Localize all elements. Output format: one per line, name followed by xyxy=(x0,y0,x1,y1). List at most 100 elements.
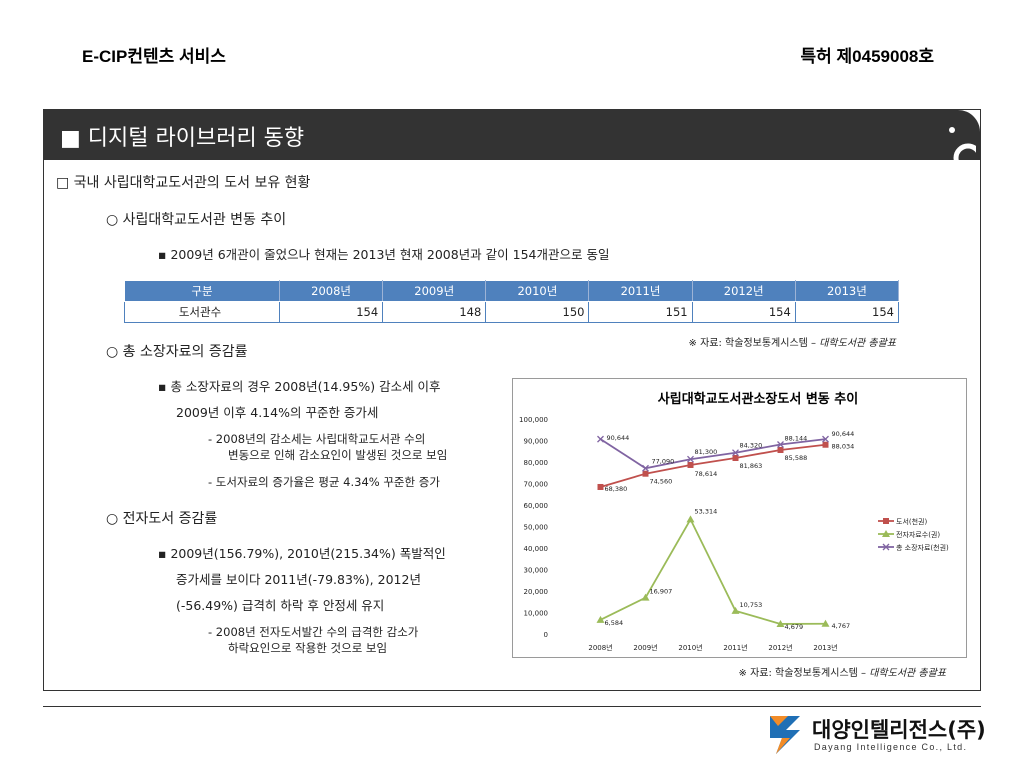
data-point-triangle xyxy=(776,619,785,627)
chart-title: 사립대학교도서관소장도서 변동 추이 xyxy=(658,391,858,407)
detail-ebook-line1: - 2008년 전자도서발간 수의 급격한 감소가 xyxy=(208,625,419,639)
data-point-square xyxy=(822,441,829,448)
data-point-square xyxy=(597,483,604,490)
chart-svg: 사립대학교도서관소장도서 변동 추이 0 10,000 20,000 30,000 40,… xyxy=(519,391,949,652)
legend-marker xyxy=(882,543,890,551)
data-point-x xyxy=(732,449,739,457)
y-tick-label: 60,000 xyxy=(524,502,549,510)
data-label: 53,314 xyxy=(695,507,718,515)
source-italic: 대학도서관 총괄표 xyxy=(819,338,896,349)
y-tick-label: 100,000 xyxy=(519,416,548,424)
table-cell: 도서관수 xyxy=(124,301,280,323)
y-tick-label: 70,000 xyxy=(524,481,549,489)
table-cell: 154 xyxy=(794,301,900,323)
x-tick-label: 2012년 xyxy=(768,643,792,652)
holdings-chart: 사립대학교도서관소장도서 변동 추이 0 10,000 20,000 30,000 40,… xyxy=(512,378,967,658)
y-tick-label: 50,000 xyxy=(524,524,549,532)
data-label: 81,300 xyxy=(695,448,718,456)
data-label: 68,380 xyxy=(605,485,628,493)
data-label: 16,907 xyxy=(650,588,673,596)
table-cell: 150 xyxy=(485,301,590,323)
x-tick-label: 2013년 xyxy=(813,643,837,652)
table-cell: 154 xyxy=(278,301,384,323)
x-tick-label: 2011년 xyxy=(723,643,747,652)
data-point-x xyxy=(687,455,694,463)
data-point-x xyxy=(642,464,649,472)
table-cell: 151 xyxy=(588,301,693,323)
y-tick-label: 20,000 xyxy=(524,588,549,596)
table-header: 2011년 xyxy=(588,280,693,302)
source-prefix: ※ 자료: 학술정보통계시스템 – xyxy=(738,668,870,679)
data-point-square xyxy=(732,454,739,461)
detail-ebook-line2: 하락요인으로 작용한 것으로 보임 xyxy=(228,641,388,655)
table-header: 구분 xyxy=(124,280,280,302)
subheading-ebook-change: ○ 전자도서 증감률 xyxy=(106,511,218,527)
company-name-english: Dayang Intelligence Co., Ltd. xyxy=(814,742,968,752)
company-logo: 대양인텔리전스(주) Dayang Intelligence Co., Ltd. xyxy=(766,712,1016,762)
subheading-total-change: ○ 총 소장자료의 증감률 xyxy=(106,344,248,360)
section-title: ■ 디지털 라이브러리 동향 xyxy=(60,126,305,151)
data-point-x xyxy=(597,435,604,443)
data-point-x xyxy=(777,441,784,448)
x-tick-label: 2008년 xyxy=(588,643,612,652)
data-label: 4,767 xyxy=(832,622,851,630)
data-point-square xyxy=(642,470,649,477)
data-label: 6,584 xyxy=(605,619,624,627)
data-label: 77,090 xyxy=(652,457,675,465)
y-tick-label: 30,000 xyxy=(524,567,549,575)
series-line xyxy=(600,438,826,470)
table-header: 2012년 xyxy=(691,280,796,302)
subheading-library-trend: ○ 사립대학교도서관 변동 추이 xyxy=(106,212,287,228)
table-source-note: ※ 자료: 학술정보통계시스템 – 대학도서관 총괄표 xyxy=(689,334,896,349)
y-tick-label: 80,000 xyxy=(524,459,549,467)
detail-growth: - 도서자료의 증가율은 평균 4.34% 꾸준한 증가 xyxy=(208,475,440,489)
y-tick-label: 40,000 xyxy=(524,545,549,553)
data-point-triangle xyxy=(821,619,830,627)
patent-number: 특허 제0459008호 xyxy=(800,47,934,66)
data-point-triangle xyxy=(731,606,740,614)
table-header: 2008년 xyxy=(278,280,384,302)
y-tick-label: 0 xyxy=(544,631,548,639)
data-point-triangle xyxy=(596,615,605,623)
data-point-square xyxy=(687,461,694,468)
data-point-x xyxy=(822,435,829,443)
series-line xyxy=(600,517,826,625)
table-row: 도서관수 154 148 150 151 154 154 xyxy=(124,301,900,323)
legend-entry: 총 소장자료(천권) xyxy=(896,543,949,552)
footer-divider xyxy=(43,706,981,707)
data-label: 84,320 xyxy=(740,442,763,450)
y-tick-label: 10,000 xyxy=(524,610,549,618)
detail-decrease-line2: 변동으로 인해 감소요인이 발생된 것으로 보임 xyxy=(228,448,448,462)
data-label: 90,644 xyxy=(607,434,630,442)
company-name: 대양인텔리전스(주) xyxy=(812,718,986,742)
table-header-row: 구분 2008년 2009년 2010년 2011년 2012년 2013년 xyxy=(124,280,900,302)
section-title-bar: ■ 디지털 라이브러리 동향 xyxy=(44,110,980,164)
data-label: 88,034 xyxy=(832,443,855,451)
data-point-triangle xyxy=(686,515,695,523)
legend-marker xyxy=(883,518,889,524)
data-label: 81,863 xyxy=(740,462,763,470)
x-tick-label: 2010년 xyxy=(678,643,702,652)
data-label: 4,679 xyxy=(785,623,804,631)
chart-source-note: ※ 자료: 학술정보통계시스템 – 대학도서관 총괄표 xyxy=(739,664,946,679)
bullet-ebook-line1: ▪ 2009년(156.79%), 2010년(215.34%) 폭발적인 xyxy=(158,546,446,561)
decorative-circle-icon xyxy=(949,127,976,164)
dayang-logo-icon xyxy=(770,716,800,754)
bullet-ebook-line3: (-56.49%) 급격히 하락 후 안정세 유지 xyxy=(176,598,385,613)
detail-decrease-line1: - 2008년의 감소세는 사립대학교도서관 수의 xyxy=(208,432,426,446)
legend-entry: 도서(천권) xyxy=(896,517,927,526)
legend-entry: 전자자료수(권) xyxy=(896,530,940,539)
source-prefix: ※ 자료: 학술정보통계시스템 – xyxy=(688,338,820,349)
x-tick-label: 2009년 xyxy=(633,643,657,652)
data-label: 74,560 xyxy=(650,478,673,486)
bullet-library-count: ▪ 2009년 6개관이 줄었으나 현재는 2013년 현재 2008년과 같이… xyxy=(158,247,610,262)
service-title: E-CIP컨텐츠 서비스 xyxy=(82,47,226,66)
heading-holdings: □ 국내 사립대학교도서관의 도서 보유 현황 xyxy=(56,175,311,191)
data-label: 88,144 xyxy=(785,434,808,442)
data-label: 78,614 xyxy=(695,470,718,478)
table-header: 2009년 xyxy=(382,280,487,302)
bullet-total-line2: 2009년 이후 4.14%의 꾸준한 증가세 xyxy=(176,405,379,420)
table-header: 2010년 xyxy=(485,280,590,302)
data-point-triangle xyxy=(641,593,650,601)
table-header: 2013년 xyxy=(794,280,900,302)
